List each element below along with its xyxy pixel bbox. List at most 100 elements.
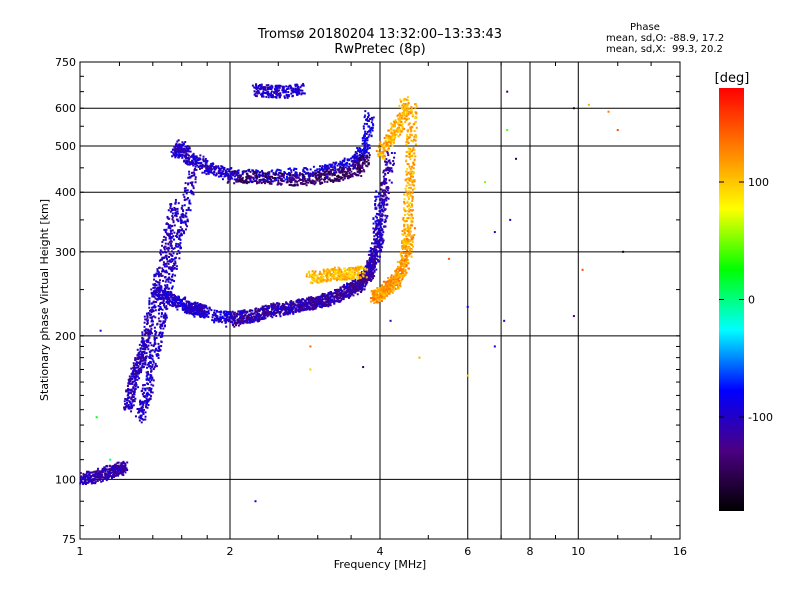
data-point (117, 469, 120, 472)
data-point (332, 273, 335, 276)
data-point (176, 302, 179, 305)
data-point (278, 169, 281, 172)
data-point (181, 228, 184, 231)
data-point (327, 305, 330, 308)
data-point (236, 321, 239, 324)
data-point (357, 289, 360, 292)
data-point (167, 249, 170, 252)
data-point (126, 405, 129, 408)
data-point (252, 169, 255, 172)
data-point (290, 171, 293, 174)
data-point (380, 236, 383, 239)
data-point (258, 178, 261, 181)
data-point (385, 294, 388, 297)
data-point (134, 375, 137, 378)
data-point (373, 302, 376, 305)
data-point (164, 280, 167, 283)
data-point (317, 299, 320, 302)
data-point (353, 272, 356, 275)
data-point (409, 147, 412, 150)
data-point (382, 239, 385, 242)
data-point (175, 267, 178, 270)
data-point (144, 411, 147, 414)
data-point (161, 323, 164, 326)
data-point (188, 201, 191, 204)
data-point (149, 353, 152, 356)
data-point (171, 305, 174, 308)
data-point (175, 296, 178, 299)
data-point (148, 303, 151, 306)
data-point (412, 170, 415, 173)
data-point (323, 294, 326, 297)
data-point (176, 308, 179, 311)
data-point (338, 300, 341, 303)
data-point (201, 306, 204, 309)
data-point (377, 259, 380, 262)
data-point (389, 276, 392, 279)
data-point (147, 403, 150, 406)
data-point (92, 477, 95, 480)
data-point (364, 273, 367, 276)
data-point (196, 308, 199, 311)
data-point (178, 251, 181, 254)
data-point (357, 272, 360, 275)
data-point (126, 461, 129, 464)
data-point (241, 319, 244, 322)
data-point (403, 228, 406, 231)
data-point (177, 303, 180, 306)
data-point (273, 311, 276, 314)
data-point (403, 241, 406, 244)
data-point (287, 167, 290, 170)
data-point (392, 162, 395, 165)
data-point (190, 307, 193, 310)
data-point (146, 401, 149, 404)
data-point (276, 310, 279, 313)
data-point (394, 282, 397, 285)
data-point (407, 136, 410, 139)
data-point (166, 291, 169, 294)
data-point (311, 282, 314, 285)
data-point (396, 278, 399, 281)
data-point (165, 278, 168, 281)
data-point (239, 311, 242, 314)
data-point (377, 195, 380, 198)
data-point (207, 309, 210, 312)
data-point (180, 233, 183, 236)
data-point (183, 220, 186, 223)
data-point (406, 213, 409, 216)
data-point (399, 269, 402, 272)
data-point (156, 289, 159, 292)
data-point (351, 282, 354, 285)
data-point (150, 369, 153, 372)
data-point (373, 270, 376, 273)
data-point (322, 298, 325, 301)
data-point (356, 266, 359, 269)
data-point (196, 312, 199, 315)
data-point (335, 271, 338, 274)
data-point (111, 465, 114, 468)
data-point (110, 469, 113, 472)
data-point (145, 397, 148, 400)
data-point (410, 213, 413, 216)
y-tick-label: 600 (55, 102, 76, 115)
data-point (109, 472, 112, 475)
data-point (168, 273, 171, 276)
data-point (200, 308, 203, 311)
data-point (183, 298, 186, 301)
data-point (377, 293, 380, 296)
data-point (379, 209, 382, 212)
data-point (164, 238, 167, 241)
data-point (368, 258, 371, 261)
data-point (410, 172, 413, 175)
data-point (402, 274, 405, 277)
data-point (399, 266, 402, 269)
data-point (160, 258, 163, 261)
data-point (180, 298, 183, 301)
data-point (160, 250, 163, 253)
data-point (157, 334, 160, 337)
data-point (340, 271, 343, 274)
data-point (146, 363, 149, 366)
data-point (196, 306, 199, 309)
data-point (173, 224, 176, 227)
data-point (178, 301, 181, 304)
